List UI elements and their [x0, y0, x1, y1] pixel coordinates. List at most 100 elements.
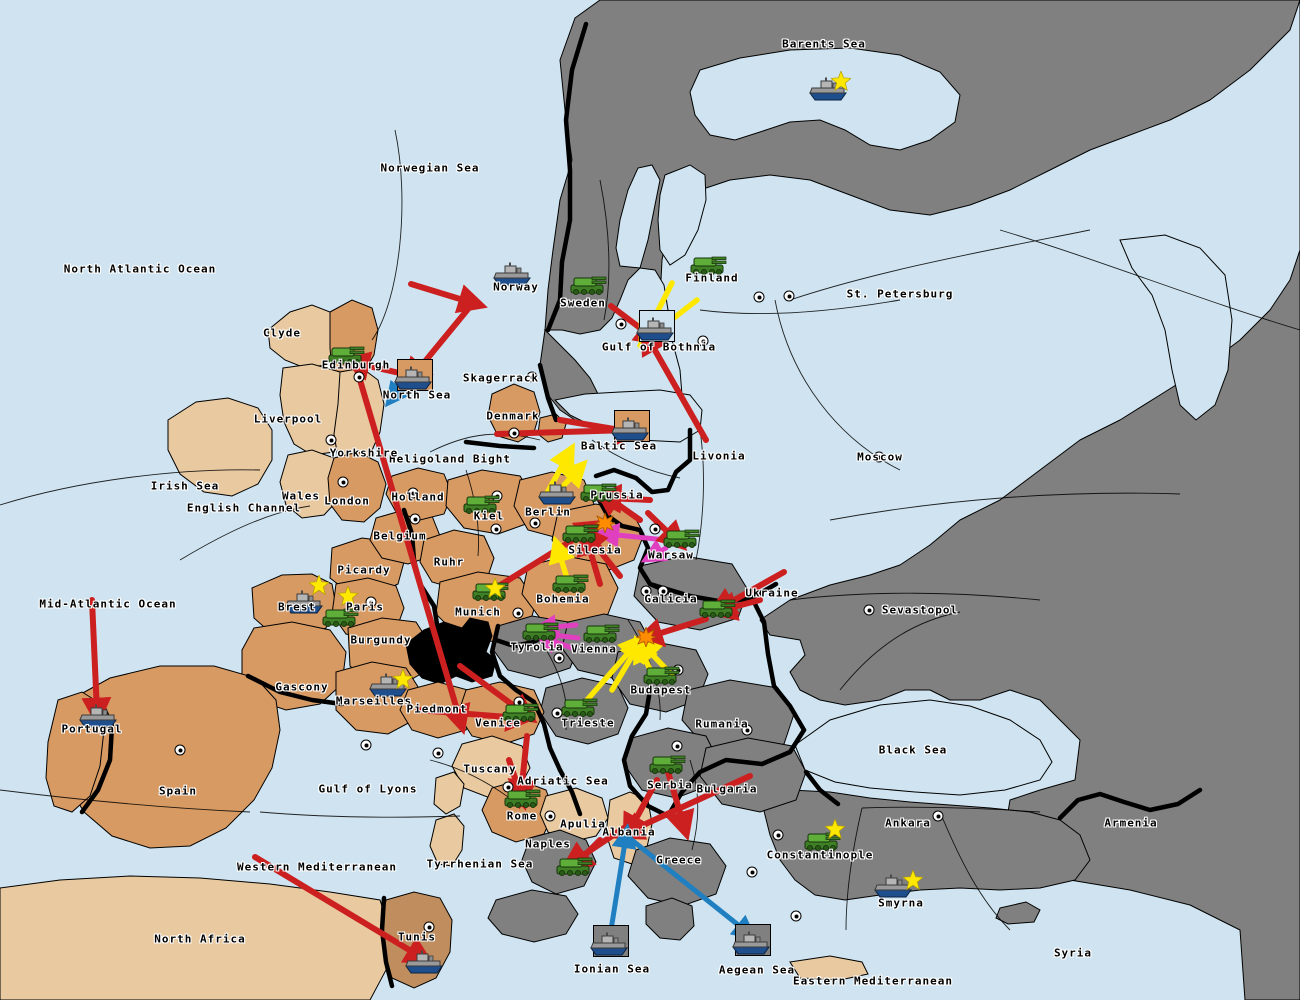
supply-center-icon[interactable]: [697, 335, 709, 347]
fleet-unit-icon[interactable]: [492, 262, 532, 288]
army-unit-icon[interactable]: [326, 342, 366, 368]
fleet-unit-icon[interactable]: [610, 417, 650, 443]
order-arrow-move: [352, 360, 471, 735]
order-arrow-support: [548, 535, 576, 578]
army-unit-icon[interactable]: [688, 252, 728, 278]
supply-center-icon[interactable]: [174, 744, 186, 756]
water-caspian: [1119, 234, 1233, 421]
supply-center-icon[interactable]: [671, 740, 683, 752]
supply-center-icon[interactable]: [353, 371, 365, 383]
order-arrow-move: [252, 854, 435, 966]
army-unit-icon[interactable]: [661, 525, 701, 551]
supply-center-icon[interactable]: [746, 866, 758, 878]
fleet-unit-icon[interactable]: [404, 950, 444, 976]
water-blacksea: [794, 699, 1053, 796]
order-arrow-move: [665, 769, 695, 841]
supply-center-icon[interactable]: [325, 434, 337, 446]
army-unit-icon[interactable]: [578, 479, 618, 505]
star-marker-icon: [830, 70, 852, 91]
supply-center-icon[interactable]: [365, 596, 377, 608]
order-arrow-move: [591, 483, 653, 514]
territory-crete: [789, 955, 869, 981]
army-unit-icon[interactable]: [697, 595, 737, 621]
border-italy-adriatic: [557, 767, 583, 817]
supply-center-icon[interactable]: [423, 921, 435, 933]
order-arrow-move: [502, 757, 531, 811]
border-austria-east: [749, 595, 807, 733]
border-denmark-kiel: [463, 439, 537, 451]
water-bothnia: [615, 164, 661, 269]
army-unit-icon[interactable]: [568, 272, 608, 298]
army-unit-icon[interactable]: [520, 618, 560, 644]
fleet-unit-icon[interactable]: [589, 932, 629, 958]
battle-burst-icon: [635, 626, 657, 648]
supply-center-icon[interactable]: [553, 652, 565, 664]
territory-sicily: [487, 889, 579, 943]
supply-center-icon[interactable]: [544, 810, 556, 822]
order-arrow-move: [622, 777, 660, 844]
army-unit-icon[interactable]: [641, 662, 681, 688]
army-unit-icon[interactable]: [502, 785, 542, 811]
supply-center-icon[interactable]: [432, 747, 444, 759]
water-finland-lake: [657, 164, 707, 266]
border-turkey-n: [803, 769, 841, 807]
army-unit-icon[interactable]: [500, 699, 540, 725]
supply-center-icon[interactable]: [863, 604, 875, 616]
territory-greece-pelop: [645, 897, 695, 941]
territory-corsica: [433, 771, 465, 815]
supply-center-icon[interactable]: [741, 724, 753, 736]
supply-center-icon[interactable]: [360, 739, 372, 751]
army-unit-icon[interactable]: [647, 751, 687, 777]
supply-center-icon[interactable]: [753, 291, 765, 303]
supply-center-icon[interactable]: [783, 290, 795, 302]
border-balkan: [665, 727, 807, 819]
star-marker-icon: [484, 577, 506, 598]
army-unit-icon[interactable]: [461, 491, 501, 517]
territory-holland: [385, 467, 453, 521]
order-arrow-convoy: [625, 834, 758, 941]
fleet-unit-icon[interactable]: [537, 481, 577, 507]
supply-center-icon[interactable]: [490, 523, 502, 535]
army-unit-icon[interactable]: [554, 853, 594, 879]
order-arrow-move: [640, 324, 709, 443]
order-arrow-move: [633, 616, 709, 648]
supply-center-icon[interactable]: [526, 371, 538, 383]
fleet-unit-icon[interactable]: [78, 704, 118, 730]
fleet-unit-icon[interactable]: [731, 931, 771, 957]
border-france-spain: [245, 673, 345, 707]
supply-center-icon[interactable]: [409, 513, 421, 525]
supply-center-icon[interactable]: [672, 664, 684, 676]
supply-center-icon[interactable]: [529, 517, 541, 529]
border-tunis: [379, 895, 395, 989]
star-marker-icon: [392, 668, 414, 689]
supply-center-icon[interactable]: [932, 810, 944, 822]
army-unit-icon[interactable]: [581, 620, 621, 646]
supply-center-icon[interactable]: [649, 523, 661, 535]
supply-center-icon[interactable]: [772, 829, 784, 841]
supply-center-icon[interactable]: [337, 476, 349, 488]
supply-center-icon[interactable]: [407, 487, 419, 499]
order-arrow-convoy: [608, 823, 637, 933]
fleet-unit-icon[interactable]: [635, 317, 675, 343]
supply-center-icon[interactable]: [508, 427, 520, 439]
border-germany-east: [593, 427, 693, 495]
supply-center-icon[interactable]: [615, 318, 627, 330]
landmass-turkey: [759, 789, 1091, 901]
territory-yorkshire: [333, 367, 385, 467]
order-arrow-move: [576, 525, 606, 587]
supply-center-icon[interactable]: [790, 910, 802, 922]
supply-center-icon[interactable]: [640, 585, 652, 597]
army-unit-icon[interactable]: [559, 694, 599, 720]
supply-center-icon[interactable]: [873, 451, 885, 463]
border-turkey: [1057, 787, 1203, 821]
army-unit-icon[interactable]: [550, 570, 590, 596]
army-unit-icon[interactable]: [320, 604, 360, 630]
supply-center-icon[interactable]: [512, 607, 524, 619]
order-arrow-move: [81, 597, 112, 728]
territory-northafrica: [0, 875, 391, 1000]
army-unit-icon[interactable]: [560, 520, 600, 546]
fleet-unit-icon[interactable]: [393, 366, 433, 392]
supply-center-icon[interactable]: [657, 585, 669, 597]
